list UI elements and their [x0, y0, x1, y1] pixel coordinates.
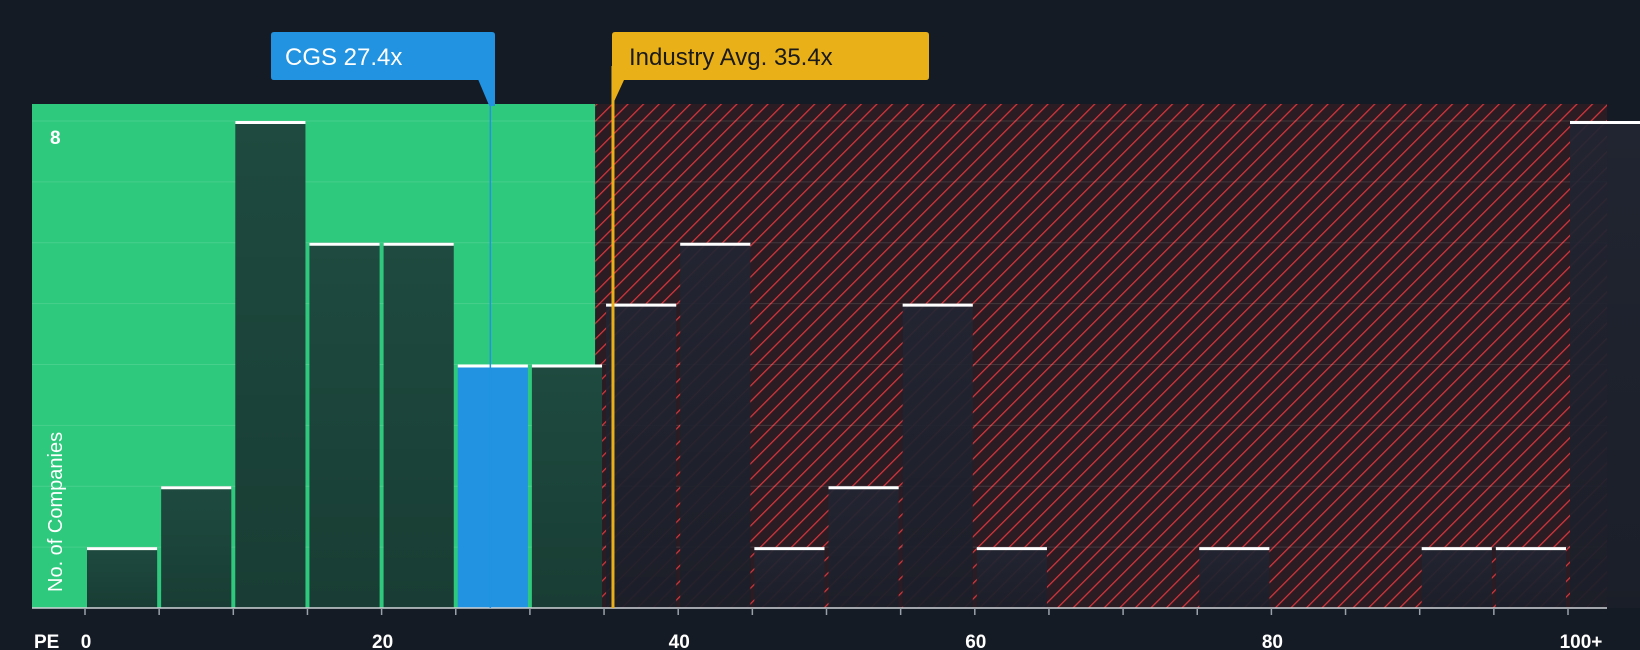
bar-shade — [902, 303, 973, 608]
bar-shade — [1570, 121, 1640, 608]
bar-shade — [309, 242, 380, 608]
x-tick-label: 60 — [965, 632, 986, 650]
industry-callout-box — [612, 32, 929, 106]
y-axis-title: No. of Companies — [45, 432, 67, 592]
bar-shade — [754, 547, 825, 608]
x-tick-label: 0 — [81, 632, 92, 650]
bar-shade — [1495, 547, 1566, 608]
x-tick-label: 20 — [372, 632, 393, 650]
x-tick-label: 40 — [669, 632, 690, 650]
company-callout: CGS 27.4x — [271, 32, 495, 106]
bar-shade — [1199, 547, 1270, 608]
x-axis-title: PE — [34, 632, 59, 650]
industry-avg-label: Industry Avg. 35.4x — [629, 44, 833, 71]
x-axis-ticks: 0 20 40 60 80 100+ — [81, 608, 1603, 650]
company-callout-box — [271, 32, 495, 106]
company-pe-label: CGS 27.4x — [285, 44, 402, 71]
bar-shade — [606, 303, 677, 608]
y-tick-label: 8 — [50, 128, 61, 149]
x-tick-label: 80 — [1262, 632, 1283, 650]
bar-shade — [1421, 547, 1492, 608]
highlighted-bar — [457, 364, 528, 608]
bar-shade — [87, 547, 158, 608]
industry-callout: Industry Avg. 35.4x — [612, 32, 929, 106]
bar-shade — [383, 242, 454, 608]
bar-shade — [531, 364, 603, 608]
bar-shade — [828, 486, 899, 608]
bar-shade — [976, 547, 1047, 608]
overvalued-zone — [595, 104, 1607, 608]
x-tick-label: 100+ — [1560, 632, 1603, 650]
bar-shade — [235, 121, 306, 608]
bar-shade — [161, 486, 232, 608]
bar-shade — [680, 242, 751, 608]
histogram-bars — [87, 121, 1640, 608]
